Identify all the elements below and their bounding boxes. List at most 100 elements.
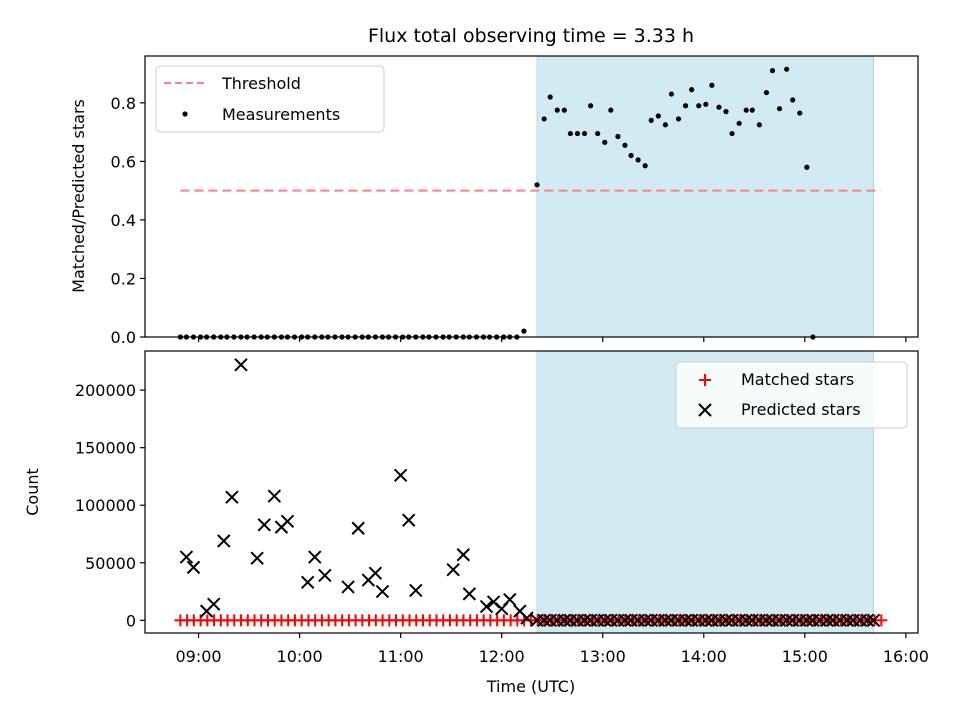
predicted-star-marker [280,514,295,529]
bottom-axes-frame [144,350,919,634]
predicted-star-marker [267,489,282,503]
top-panel: 0.00.20.40.60.8 Matched/Predicted stars … [69,55,919,347]
legend-predicted-label: Predicted stars [741,400,861,419]
bottom-x-tick-label: 16:00 [883,647,929,666]
measurement-point [595,130,601,137]
bottom-x-tick-label: 14:00 [681,647,727,666]
measurement-point [716,104,722,110]
measurement-point [541,116,547,122]
bottom-x-tick-label: 09:00 [175,647,221,666]
predicted-star-marker [678,613,693,628]
predicted-stars-markers [179,358,881,628]
bottom-x-tick-label: 13:00 [580,647,626,666]
bottom-panel: 0 50000 100000 150000 200000 09:00 10:00 11:00… [23,350,929,696]
top-legend-box [155,65,385,133]
legend-threshold-label: Threshold [221,74,301,93]
x-axis-label: Time (UTC) [486,677,575,696]
predicted-star-marker [207,597,221,611]
top-y-tick-label: 0.8 [111,94,136,113]
measurement-point [655,113,661,119]
predicted-star-marker [598,613,612,628]
measurement-point [635,157,641,163]
predicted-star-marker [537,613,551,628]
measurement-point [749,107,755,113]
bottom-y-tick-label: 100000 [75,496,136,515]
predicted-star-marker [225,490,239,504]
measurement-point [521,328,527,334]
measurement-point [561,107,567,113]
predicted-star-marker [179,550,194,564]
top-y-tick-label: 0.6 [111,152,136,171]
predicted-star-marker [409,583,423,598]
measurement-point [534,182,540,188]
predicted-star-marker [618,613,632,628]
predicted-star-marker [402,513,416,527]
bottom-x-tick-label: 15:00 [782,647,828,666]
bottom-y-tick-label: 50000 [85,554,136,573]
predicted-star-marker [699,613,713,628]
measurement-point [588,103,594,109]
top-y-tick-label: 0.2 [111,269,136,288]
measurement-point [648,117,654,123]
predicted-star-marker [462,587,477,601]
measurement-point [662,122,668,128]
measurement-point [622,142,628,148]
bottom-x-tick-label: 12:00 [479,647,525,666]
bottom-y-ticks: 0 50000 100000 150000 200000 [75,381,145,630]
predicted-star-marker [446,562,460,577]
predicted-star-marker [800,613,814,628]
measurement-point [736,120,742,126]
measurement-point [554,107,560,113]
predicted-star-marker [341,580,355,594]
predicted-star-marker [257,518,271,532]
legend-measurements-label: Measurements [222,105,340,124]
predicted-star-marker [719,613,733,628]
predicted-star-marker [840,613,854,628]
predicted-star-marker [375,584,390,599]
predicted-star-marker [658,613,673,628]
predicted-star-marker [456,548,471,562]
predicted-star-marker [759,613,774,628]
measurement-point [709,82,715,88]
measurement-point [581,130,588,137]
bottom-y-tick-label: 150000 [75,439,136,458]
top-x-ticks [197,337,907,342]
predicted-star-marker [318,568,332,583]
predicted-star-marker [368,566,383,580]
measurement-point [756,122,762,128]
measurement-point [696,103,702,109]
bottom-legend: Matched stars Predicted stars [675,361,908,429]
legend-measurements-swatch [182,111,188,117]
bottom-legend-box [675,361,908,429]
measurement-point [790,97,796,103]
predicted-star-marker [393,468,408,483]
measurement-point [567,130,574,137]
measurement-point [602,139,608,145]
matched-star-marker [875,614,888,627]
predicted-star-marker [250,551,264,565]
legend-predicted-swatch [698,403,712,417]
top-axes-frame [144,55,919,338]
measurement-point [615,133,621,140]
predicted-star-marker [638,613,652,628]
measurement-point [776,106,783,112]
predicted-star-marker [503,592,517,607]
predicted-star-marker [866,613,881,628]
chart-title: Flux total observing time = 3.33 h [368,25,694,47]
bottom-y-axis-label: Count [23,468,42,516]
top-y-ticks: 0.0 0.2 0.4 0.6 0.8 [111,94,145,347]
legend-matched-swatch [699,374,711,386]
top-highlight-span [536,55,875,338]
measurement-point [689,87,695,93]
top-y-axis-label: Matched/Predicted stars [69,99,88,293]
bottom-y-tick-label: 200000 [75,381,136,400]
measurement-point [769,68,776,74]
top-y-tick-label: 0.4 [111,211,136,230]
measurement-point [608,107,614,113]
predicted-star-marker [557,613,572,628]
top-y-tick-label: 0.0 [111,328,136,347]
bottom-x-ticks: 09:00 10:00 11:00 12:00 13:00 14:00 15:00 16:00 [175,633,929,666]
predicted-star-marker [577,613,592,628]
predicted-star-marker [739,613,753,628]
measurement-point [804,164,810,170]
